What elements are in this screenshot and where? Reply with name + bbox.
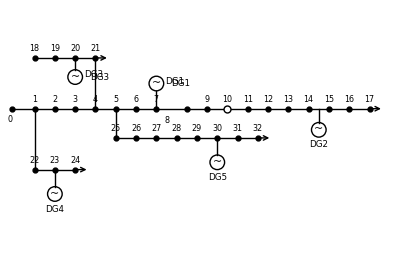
Text: DG3: DG3 xyxy=(84,70,103,79)
Text: 18: 18 xyxy=(30,44,40,53)
Text: DG1: DG1 xyxy=(165,77,184,86)
Text: 1: 1 xyxy=(32,95,37,104)
Text: 8: 8 xyxy=(164,116,169,125)
Text: 23: 23 xyxy=(50,156,60,165)
Text: 6: 6 xyxy=(133,95,139,104)
Text: 21: 21 xyxy=(90,44,101,53)
Text: 28: 28 xyxy=(171,124,182,133)
Text: 16: 16 xyxy=(344,95,354,104)
Text: 9: 9 xyxy=(205,95,210,104)
Text: DG3: DG3 xyxy=(90,72,109,82)
Text: 27: 27 xyxy=(151,124,162,133)
Text: DG1: DG1 xyxy=(171,79,190,88)
Text: 24: 24 xyxy=(70,156,80,165)
Text: DG5: DG5 xyxy=(208,173,227,182)
Text: 2: 2 xyxy=(52,95,57,104)
Text: 32: 32 xyxy=(253,124,263,133)
Text: ~: ~ xyxy=(50,189,59,199)
Text: 26: 26 xyxy=(131,124,141,133)
Text: 3: 3 xyxy=(73,95,78,104)
Text: 14: 14 xyxy=(304,95,314,104)
Text: 4: 4 xyxy=(93,95,98,104)
Text: 30: 30 xyxy=(212,124,222,133)
Text: 25: 25 xyxy=(110,124,121,133)
Text: ~: ~ xyxy=(213,157,222,167)
Text: 22: 22 xyxy=(29,156,40,165)
Text: 12: 12 xyxy=(263,95,273,104)
Text: 5: 5 xyxy=(113,95,118,104)
Text: ~: ~ xyxy=(314,124,324,134)
Text: ~: ~ xyxy=(70,72,80,82)
Text: 29: 29 xyxy=(192,124,202,133)
Text: 11: 11 xyxy=(243,95,253,104)
Text: 0: 0 xyxy=(8,115,13,124)
Text: ~: ~ xyxy=(152,78,161,88)
Text: 19: 19 xyxy=(50,44,60,53)
Text: 7: 7 xyxy=(154,95,159,104)
Text: 15: 15 xyxy=(324,95,334,104)
Text: DG2: DG2 xyxy=(309,140,328,149)
Text: 20: 20 xyxy=(70,44,80,53)
Text: 10: 10 xyxy=(223,95,232,104)
Text: 13: 13 xyxy=(284,95,293,104)
Text: 17: 17 xyxy=(364,95,375,104)
Text: DG4: DG4 xyxy=(46,205,65,214)
Text: 31: 31 xyxy=(232,124,243,133)
